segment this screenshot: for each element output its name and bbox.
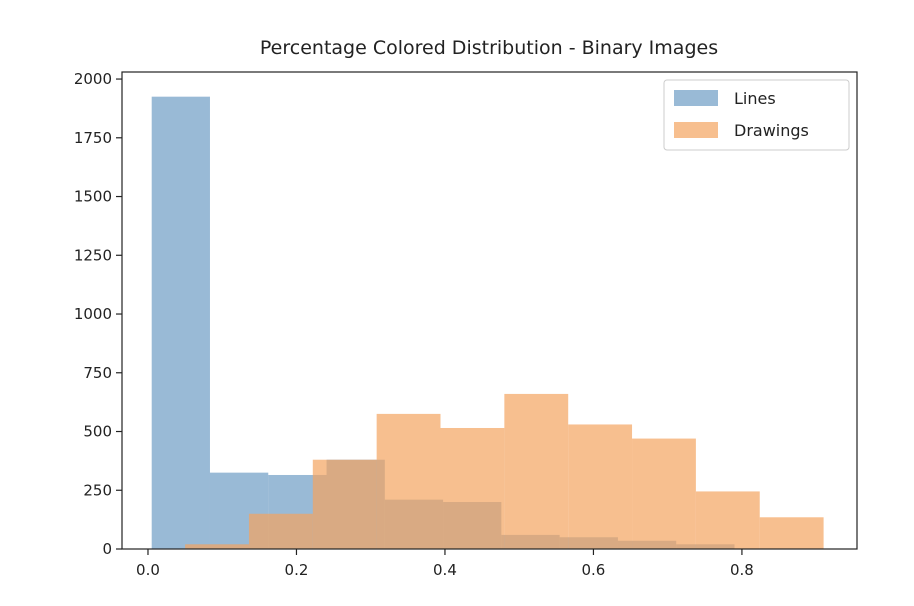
bar-drawings-6 <box>568 424 633 549</box>
axes-frame <box>121 71 858 550</box>
legend-label-lines: Lines <box>734 89 776 108</box>
x-tick-label: 0.2 <box>285 561 309 579</box>
series-drawings <box>185 393 824 549</box>
x-axis: 0.0 0.2 0.4 0.6 0.8 <box>136 549 754 579</box>
bar-drawings-1 <box>248 513 313 549</box>
legend-swatch-drawings <box>674 122 718 138</box>
y-tick-label: 1500 <box>74 188 112 206</box>
bar-drawings-5 <box>504 393 569 549</box>
y-tick-label: 0 <box>102 540 112 558</box>
bar-drawings-3 <box>376 413 441 549</box>
bar-drawings-9 <box>759 517 824 549</box>
legend-label-drawings: Drawings <box>734 121 809 140</box>
bar-drawings-2 <box>312 459 377 549</box>
chart-title: Percentage Colored Distribution - Binary… <box>260 37 718 59</box>
bars-layer <box>151 96 824 549</box>
y-tick-label: 2000 <box>74 70 112 88</box>
y-tick-label: 250 <box>83 481 112 499</box>
y-axis: 0 250 500 750 1000 1250 1500 1750 2000 <box>74 70 122 558</box>
bar-lines-0 <box>151 96 210 549</box>
y-tick-label: 1250 <box>74 246 112 264</box>
bar-drawings-8 <box>695 491 760 549</box>
y-tick-label: 750 <box>83 364 112 382</box>
x-tick-label: 0.0 <box>136 561 160 579</box>
bar-drawings-7 <box>632 438 696 549</box>
x-tick-label: 0.6 <box>582 561 606 579</box>
bar-drawings-0 <box>185 544 249 549</box>
bar-drawings-4 <box>440 427 505 549</box>
legend-swatch-lines <box>674 90 718 106</box>
x-tick-label: 0.8 <box>730 561 754 579</box>
y-tick-label: 1000 <box>74 305 112 323</box>
y-tick-label: 500 <box>83 423 112 441</box>
y-tick-label: 1750 <box>74 129 112 147</box>
legend: Lines Drawings <box>663 79 850 151</box>
x-tick-label: 0.4 <box>433 561 457 579</box>
